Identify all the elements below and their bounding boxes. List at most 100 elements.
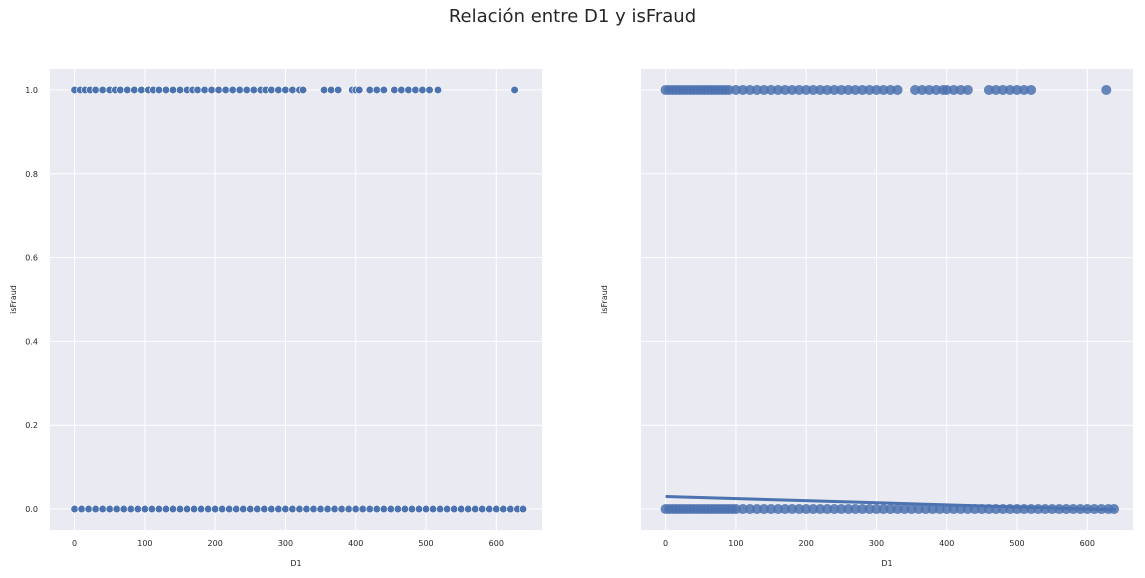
x-tick-label: 400	[939, 539, 954, 548]
data-point	[200, 85, 209, 95]
data-point	[316, 504, 325, 514]
x-tick-label: 600	[489, 539, 504, 548]
data-point	[443, 504, 452, 514]
data-point	[906, 504, 917, 515]
data-point	[934, 504, 945, 515]
data-point	[425, 85, 434, 95]
data-point	[1019, 84, 1030, 95]
data-point	[780, 84, 791, 95]
data-point	[351, 504, 360, 514]
x-tick-label: 600	[1080, 539, 1095, 548]
data-point	[899, 504, 910, 515]
data-point	[787, 504, 798, 515]
series-isFraud=0	[70, 504, 528, 514]
data-point	[518, 504, 528, 514]
data-point	[773, 84, 784, 95]
y-tick-label: 0.6	[25, 254, 38, 263]
y-tick-label: 0.8	[25, 170, 38, 179]
data-point	[941, 504, 952, 515]
data-point	[407, 504, 417, 514]
data-point	[864, 504, 875, 515]
x-tick-label: 200	[799, 539, 814, 548]
data-point	[355, 85, 364, 95]
data-point	[123, 85, 132, 95]
data-point	[189, 504, 199, 514]
data-point	[478, 504, 487, 514]
data-point	[379, 85, 388, 95]
data-point	[737, 504, 748, 515]
data-point	[885, 84, 896, 95]
data-point	[228, 85, 237, 95]
data-point	[161, 85, 171, 95]
plot-background	[641, 69, 1133, 530]
data-point	[730, 504, 741, 515]
data-point	[161, 504, 171, 514]
regression-line	[665, 494, 1116, 512]
data-point	[397, 85, 406, 95]
data-point	[730, 84, 741, 95]
series-isFraud=1	[70, 85, 519, 95]
data-point	[260, 504, 269, 514]
data-point	[211, 504, 220, 514]
data-point	[393, 504, 403, 514]
data-point	[878, 84, 889, 95]
data-point	[737, 84, 748, 95]
data-point	[801, 504, 812, 515]
data-point	[948, 84, 959, 95]
data-point	[766, 84, 777, 95]
data-point	[1005, 84, 1015, 95]
x-axis-label: D1	[881, 559, 892, 568]
x-axis-label: D1	[290, 559, 301, 568]
data-point	[836, 504, 847, 515]
data-point	[204, 504, 213, 514]
data-point	[267, 85, 276, 95]
data-point	[323, 504, 332, 514]
data-point	[885, 504, 896, 515]
data-point	[91, 85, 100, 95]
data-point	[404, 85, 413, 95]
x-tick-label: 0	[72, 539, 77, 548]
data-point	[829, 504, 840, 515]
data-point	[492, 504, 501, 514]
data-point	[506, 504, 515, 514]
plot-background	[50, 69, 542, 530]
data-point	[119, 504, 128, 514]
data-point	[400, 504, 410, 514]
x-tick-label: 300	[869, 539, 884, 548]
data-point	[365, 85, 374, 95]
data-point	[98, 504, 107, 514]
data-point	[197, 504, 206, 514]
data-point	[927, 504, 938, 515]
data-point	[372, 85, 381, 95]
data-point	[794, 84, 805, 95]
data-point	[871, 84, 882, 95]
data-point	[281, 504, 290, 514]
data-point	[435, 504, 445, 514]
data-point	[920, 504, 931, 515]
data-point	[140, 504, 149, 514]
data-point	[857, 504, 868, 515]
data-point	[850, 84, 861, 95]
x-tick-label: 200	[208, 539, 223, 548]
data-point	[182, 504, 192, 514]
data-point	[365, 504, 374, 514]
data-point	[997, 84, 1008, 95]
data-point	[457, 504, 466, 514]
data-point	[70, 504, 79, 514]
data-point	[751, 504, 762, 515]
data-point	[433, 85, 443, 95]
y-tick-label: 0.4	[25, 337, 38, 346]
data-point	[126, 504, 135, 514]
data-point	[274, 504, 283, 514]
data-point	[471, 504, 480, 514]
data-point	[1101, 84, 1112, 95]
data-point	[320, 85, 329, 95]
x-tick-label: 500	[1009, 539, 1024, 548]
data-point	[327, 85, 336, 95]
data-point	[105, 504, 114, 514]
data-point	[267, 504, 276, 514]
panel-2: 0 100 200 300 400 500 600 D1 isFraud	[600, 69, 1133, 568]
data-point	[168, 85, 178, 95]
data-point	[801, 84, 812, 95]
